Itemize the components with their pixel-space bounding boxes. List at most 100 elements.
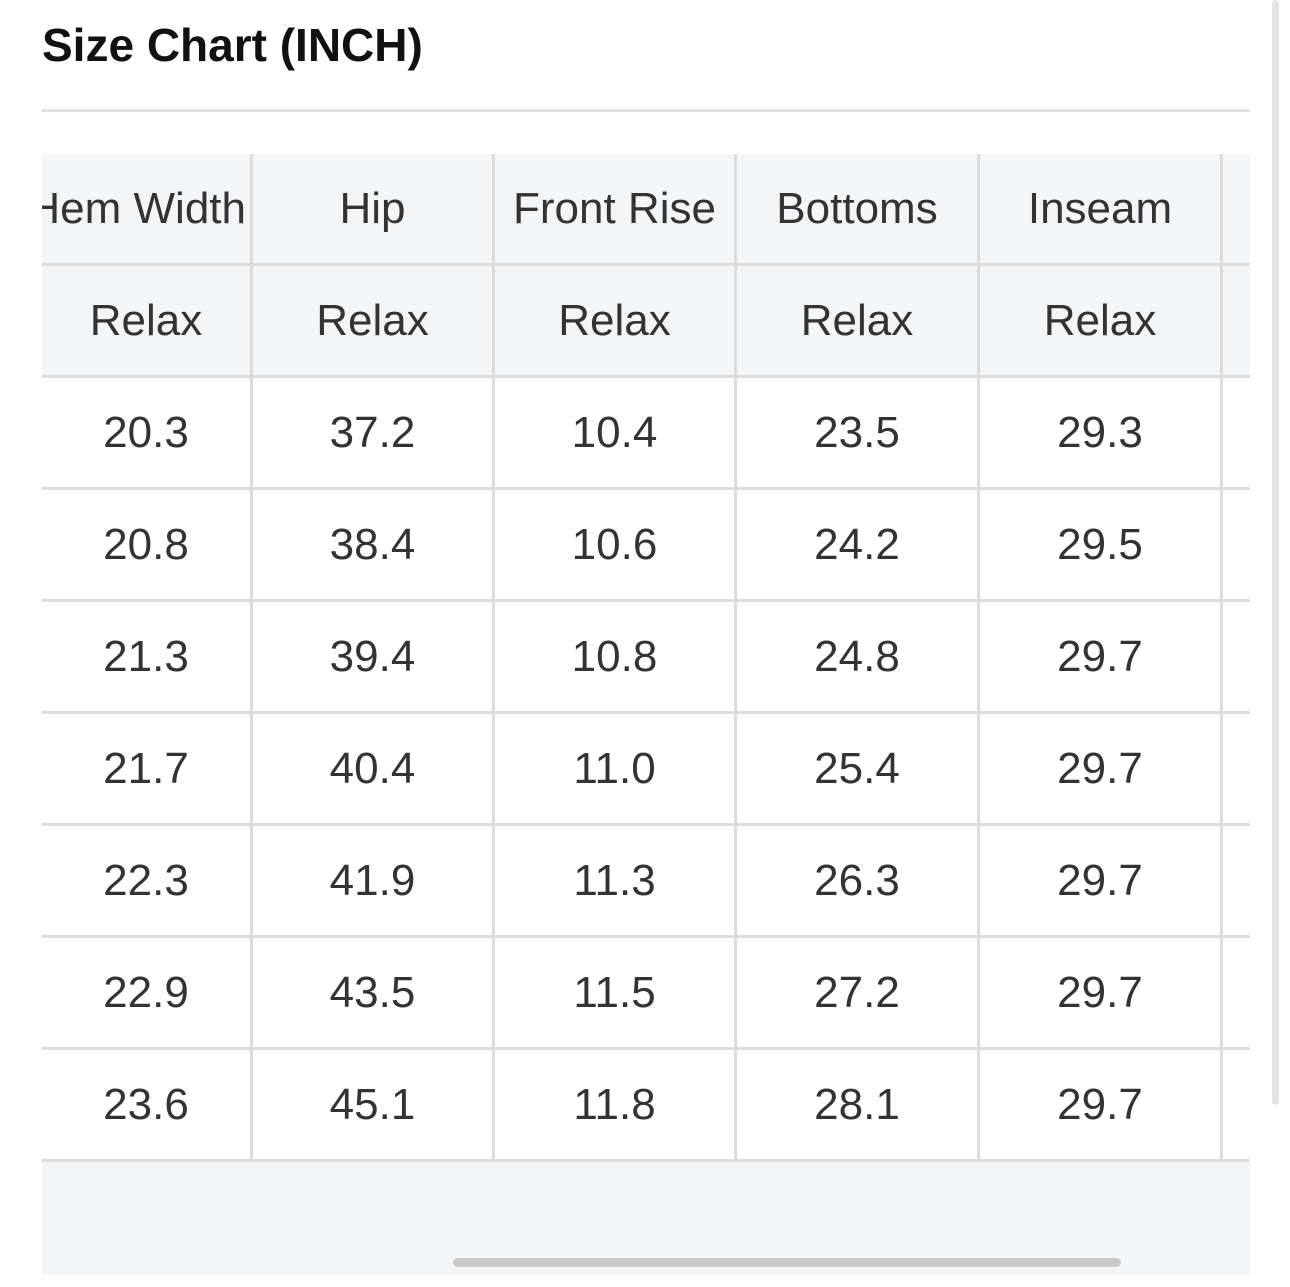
data-cell: 45.1 (253, 1050, 495, 1162)
column-header: Front Rise (495, 154, 737, 266)
vertical-scrollbar[interactable] (1272, 0, 1279, 1105)
data-cell: 10.8 (495, 602, 737, 714)
column-header: Hem Width (42, 154, 253, 266)
data-cell: 38.4 (253, 490, 495, 602)
data-cell: 29.7 (980, 1050, 1223, 1162)
cell-text: Relax (558, 295, 671, 345)
cell-text: Relax (1043, 295, 1157, 345)
cell-text: Relax (800, 295, 914, 345)
cell-text: 29.3 (1057, 407, 1143, 457)
cell-text: 11.8 (573, 1079, 656, 1129)
cell-text: 29.7 (1057, 743, 1143, 793)
column-header: Inseam (980, 154, 1223, 266)
partial-cell (1223, 490, 1250, 602)
cell-text: Front Rise (513, 183, 716, 233)
data-cell: 22.9 (42, 938, 253, 1050)
partial-cell (1223, 378, 1250, 490)
data-cell: 29.7 (980, 602, 1223, 714)
partial-cell (1223, 938, 1250, 1050)
data-cell: 21.3 (42, 602, 253, 714)
cell-text: 28.1 (814, 1079, 900, 1129)
cell-text: 22.3 (103, 855, 189, 905)
data-cell: 21.7 (42, 714, 253, 826)
cell-text: 38.4 (329, 519, 416, 569)
cell-text: 27.2 (814, 967, 900, 1017)
cell-text: 45.1 (329, 1079, 416, 1129)
data-cell: 39.4 (253, 602, 495, 714)
sub-header: Relax (980, 266, 1223, 378)
data-cell: 11.5 (495, 938, 737, 1050)
data-cell: 20.3 (42, 378, 253, 490)
title: Size Chart (INCH) (42, 19, 423, 71)
cell-text: 11.3 (573, 855, 656, 905)
data-cell: 37.2 (253, 378, 495, 490)
cell-text: 24.2 (814, 519, 900, 569)
cell-text: 41.9 (329, 855, 416, 905)
data-cell: 29.7 (980, 826, 1223, 938)
cell-text: 29.5 (1057, 519, 1143, 569)
data-cell: 10.4 (495, 378, 737, 490)
cell-text: 29.7 (1057, 1079, 1143, 1129)
data-cell: 24.8 (737, 602, 980, 714)
data-cell: 29.5 (980, 490, 1223, 602)
data-cell: 41.9 (253, 826, 495, 938)
cell-text: 29.7 (1057, 967, 1143, 1017)
data-cell: 43.5 (253, 938, 495, 1050)
data-cell: 40.4 (253, 714, 495, 826)
data-cell: 29.3 (980, 378, 1223, 490)
data-cell: 27.2 (737, 938, 980, 1050)
data-cell: 11.0 (495, 714, 737, 826)
partial-cell (1223, 154, 1250, 266)
cell-text: 39.4 (329, 631, 416, 681)
cell-text: 40.4 (329, 743, 416, 793)
divider (42, 109, 1250, 112)
cell-text: Bottoms (776, 183, 938, 233)
column-header: Bottoms (737, 154, 980, 266)
cell-text: 26.3 (814, 855, 900, 905)
data-cell: 23.6 (42, 1050, 253, 1162)
cell-text: 23.5 (814, 407, 900, 457)
partial-cell (1223, 602, 1250, 714)
data-cell: 26.3 (737, 826, 980, 938)
data-cell: 11.3 (495, 826, 737, 938)
cell-text: Inseam (1027, 183, 1173, 233)
cell-text: Relax (316, 295, 429, 345)
data-cell: 29.7 (980, 714, 1223, 826)
data-cell: 28.1 (737, 1050, 980, 1162)
sub-header: Relax (42, 266, 253, 378)
data-cell: 10.6 (495, 490, 737, 602)
sub-header: Relax (253, 266, 495, 378)
data-cell: 24.2 (737, 490, 980, 602)
data-cell: 20.8 (42, 490, 253, 602)
sub-header: Relax (495, 266, 737, 378)
data-cell: 25.4 (737, 714, 980, 826)
cell-text: 29.7 (1057, 631, 1143, 681)
cell-text: 10.6 (571, 519, 658, 569)
cell-text: 21.3 (103, 631, 189, 681)
sub-header: Relax (737, 266, 980, 378)
cell-text: 21.7 (103, 743, 189, 793)
cell-text: 11.5 (573, 967, 656, 1017)
cell-text: 22.9 (103, 967, 189, 1017)
cell-text: Hem Width (42, 183, 246, 233)
cell-text: 29.7 (1057, 855, 1143, 905)
partial-cell (1223, 266, 1250, 378)
column-header: Hip (253, 154, 495, 266)
cell-text: Relax (89, 295, 203, 345)
cell-text: 37.2 (329, 407, 416, 457)
cell-text: 43.5 (329, 967, 416, 1017)
cell-text: Hip (339, 183, 406, 233)
cell-text: 20.8 (103, 519, 189, 569)
size-table: Hem Width Hip Front Rise Bottoms Inseam Relax… (42, 154, 1250, 1275)
partial-cell (1223, 826, 1250, 938)
data-cell: 22.3 (42, 826, 253, 938)
cell-text: 10.8 (571, 631, 658, 681)
cell-text: 24.8 (814, 631, 900, 681)
cell-text: 23.6 (103, 1079, 189, 1129)
cell-text: 25.4 (814, 743, 900, 793)
cell-text: 10.4 (571, 407, 658, 457)
cell-text: 11.0 (573, 743, 656, 793)
horizontal-scrollbar[interactable] (453, 1258, 1121, 1267)
data-cell: 23.5 (737, 378, 980, 490)
